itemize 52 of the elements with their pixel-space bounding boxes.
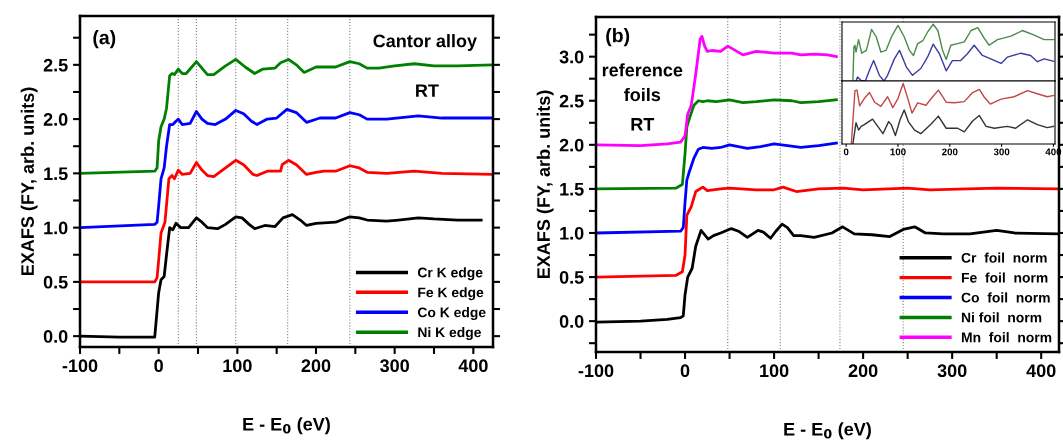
x-tick-label: 100 xyxy=(890,148,906,156)
legend-label: Co K edge xyxy=(417,307,486,321)
y-tick-label: 0.0 xyxy=(559,315,584,328)
legend-label: Co foil norm xyxy=(961,292,1050,303)
x-tick-label: 300 xyxy=(937,364,967,378)
y-tick-label: 0.5 xyxy=(43,275,68,289)
line-series xyxy=(80,107,493,230)
x-tick-label: 400 xyxy=(1026,364,1056,378)
y-axis-title: EXAFS (FY, arb. units) xyxy=(20,87,38,276)
y-tick-label: 0.0 xyxy=(43,330,68,343)
x-tick-label: 300 xyxy=(993,148,1010,156)
legend-label: Cr foil norm xyxy=(961,252,1047,263)
y-tick-label: 3.0 xyxy=(559,50,584,64)
y-axis-title: EXAFS (FY, arb. units) xyxy=(536,90,554,279)
x-tick-label: 200 xyxy=(942,148,958,156)
y-tick-label: 2.0 xyxy=(559,138,584,152)
x-tick-label: 0 xyxy=(843,148,849,156)
x-tick-label: 0 xyxy=(680,364,690,378)
annotation: RT xyxy=(631,118,655,131)
annotation: (a) xyxy=(93,30,116,49)
y-tick-label: 2.0 xyxy=(43,113,68,126)
legend-label: Ni foil norm xyxy=(961,312,1042,323)
x-axis-title: E - E$_{0}$ (eV) xyxy=(243,417,330,435)
y-tick-label: 2.5 xyxy=(43,58,68,72)
annotation: RT xyxy=(416,84,439,97)
x-tick-label: 400 xyxy=(458,359,488,373)
line-series xyxy=(80,58,493,175)
x-tick-label: -100 xyxy=(62,359,98,373)
legend-label: Cr K edge xyxy=(417,267,483,281)
x-axis-title: E - E$_{0}$ (eV) xyxy=(784,422,871,440)
y-tick-label: 1.5 xyxy=(44,167,68,181)
legend-label: Fe K edge xyxy=(418,287,484,301)
line-series xyxy=(596,141,838,235)
annotation: (b) xyxy=(606,28,630,47)
legend-label: Fe foil norm xyxy=(961,272,1048,283)
x-tick-label: 200 xyxy=(301,359,331,373)
x-tick-label: 100 xyxy=(760,364,789,378)
x-tick-label: 300 xyxy=(380,359,409,373)
x-tick-label: 0 xyxy=(154,359,163,373)
y-tick-label: 1.5 xyxy=(560,183,584,196)
y-tick-label: 0.5 xyxy=(559,271,584,284)
annotation: reference foils xyxy=(602,63,683,102)
legend-label: Mn foil norm xyxy=(961,332,1052,343)
x-tick-label: 100 xyxy=(223,359,252,373)
annotation: Cantor alloy xyxy=(373,34,477,51)
line-series xyxy=(80,158,493,284)
y-tick-label: 1.0 xyxy=(44,221,68,235)
y-tick-label: 2.5 xyxy=(559,94,584,108)
y-tick-label: 1.0 xyxy=(560,226,584,240)
x-tick-label: -100 xyxy=(578,364,614,378)
legend-label: Ni K edge xyxy=(418,327,481,341)
x-tick-label: 200 xyxy=(848,364,878,378)
